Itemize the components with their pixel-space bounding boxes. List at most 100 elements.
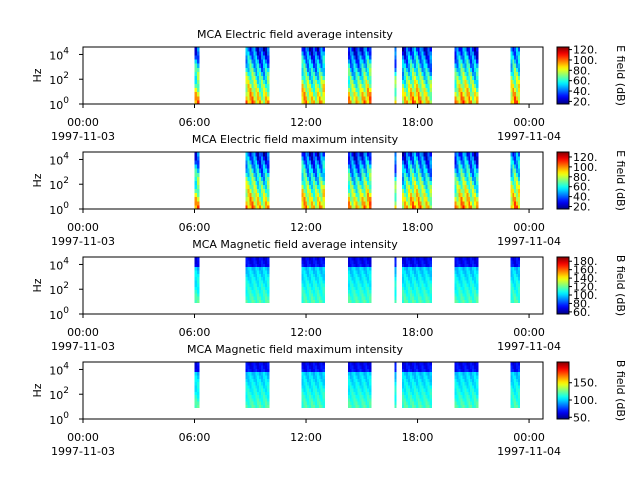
spectrogram-data: [194, 257, 521, 304]
x-tick-date: 1997-11-03: [51, 130, 115, 143]
colorbar-tick-label: 180.: [573, 255, 598, 268]
x-tick-label: 00:00: [67, 326, 99, 339]
colorbar-tick-label: 120.: [573, 44, 598, 57]
spectrogram-data: [194, 362, 521, 409]
data-segment: [454, 362, 479, 409]
colorbar-tick-label: 140.: [573, 272, 598, 285]
data-segment: [245, 47, 270, 104]
colorbar: 150. 100. 50. B field (dB): [556, 360, 627, 424]
colorbar: 180.160.140.120.100.80.60. B field (dB): [556, 255, 627, 319]
chart-title: MCA Electric field average intensity: [197, 28, 393, 41]
y-axis-label: Hz: [31, 278, 44, 292]
x-tick-label: 12:00: [290, 221, 322, 234]
colorbar-tick-label: 160.: [573, 264, 598, 277]
colorbar-label: B field (dB): [614, 255, 627, 316]
data-segment: [245, 362, 270, 409]
colorbar-tick-label: 120.: [573, 281, 598, 294]
data-segment: [394, 152, 397, 209]
data-segment: [402, 47, 432, 104]
chart-panel-1: MCA Electric field average intensity Hz 10…: [31, 28, 627, 143]
x-tick-label: 00:00: [67, 221, 99, 234]
plot-frame: [82, 46, 544, 105]
x-tick-date: 1997-11-03: [51, 445, 115, 458]
plot-frame: [82, 256, 544, 315]
colorbar-label: E field (dB): [614, 45, 627, 106]
colorbar-tick-label: 80.: [573, 171, 591, 184]
data-segment: [402, 152, 432, 209]
data-segment: [194, 47, 200, 104]
y-axis-label: Hz: [31, 383, 44, 397]
colorbar-tick-label: 40.: [573, 85, 591, 98]
chart-panel-3: MCA Magnetic field average intensity Hz 10…: [31, 238, 627, 353]
colorbar-gradient: [556, 361, 570, 420]
plot-frame: [82, 151, 544, 210]
colorbar-tick-label: 60.: [573, 75, 591, 88]
data-segment: [347, 152, 372, 209]
data-segment: [510, 152, 521, 209]
x-tick-label: 18:00: [402, 326, 434, 339]
x-tick-label: 18:00: [402, 431, 434, 444]
data-segment: [394, 47, 397, 104]
colorbar-tick-label: 40.: [573, 191, 591, 204]
x-tick-label: 00:00: [67, 431, 99, 444]
colorbar: 120.100.80.60.40.20. E field (dB): [556, 150, 627, 214]
plot-frame: [82, 361, 544, 420]
data-segment: [347, 47, 372, 104]
colorbar-gradient: [556, 256, 570, 315]
data-segment: [454, 257, 479, 304]
y-tick-label: 102: [49, 176, 69, 192]
x-tick-label: 18:00: [402, 116, 434, 129]
colorbar-tick-label: 60.: [573, 181, 591, 194]
data-segment: [301, 362, 326, 409]
data-segment: [510, 257, 521, 304]
data-segment: [194, 257, 200, 304]
x-tick-label: 06:00: [179, 116, 211, 129]
data-segment: [347, 362, 372, 409]
data-segment: [194, 152, 200, 209]
chart-title: MCA Electric field maximum intensity: [192, 133, 399, 146]
colorbar: 120.100.80.60.40.20. E field (dB): [556, 44, 627, 108]
colorbar-tick-label: 20.: [573, 201, 591, 214]
data-segment: [510, 47, 521, 104]
chart-panel-2: MCA Electric field maximum intensity Hz 10…: [31, 133, 627, 248]
colorbar-tick-label: 60.: [573, 306, 591, 319]
x-tick-label: 00:00: [67, 116, 99, 129]
y-tick-label: 104: [49, 151, 69, 167]
data-segment: [394, 362, 397, 409]
colorbar-tick-label: 50.: [573, 411, 591, 424]
x-tick-date: 1997-11-03: [51, 235, 115, 248]
colorbar-tick-label: 100.: [573, 394, 598, 407]
y-tick-label: 104: [49, 46, 69, 62]
x-tick-date: 1997-11-04: [497, 445, 561, 458]
colorbar-label: B field (dB): [614, 360, 627, 421]
y-tick-label: 102: [49, 386, 69, 402]
data-segment: [301, 47, 326, 104]
x-tick-label: 12:00: [290, 326, 322, 339]
y-tick-label: 104: [49, 361, 69, 377]
y-tick-label: 104: [49, 256, 69, 272]
data-segment: [510, 362, 521, 409]
chart-title: MCA Magnetic field maximum intensity: [187, 343, 403, 356]
data-segment: [245, 152, 270, 209]
x-tick-date: 1997-11-03: [51, 340, 115, 353]
chart-title: MCA Magnetic field average intensity: [192, 238, 398, 251]
colorbar-label: E field (dB): [614, 150, 627, 211]
y-axis-label: Hz: [31, 173, 44, 187]
colorbar-tick-label: 150.: [573, 377, 598, 390]
x-tick-label: 06:00: [179, 431, 211, 444]
x-tick-label: 00:00: [513, 221, 545, 234]
data-segment: [301, 152, 326, 209]
spectrogram-data: [194, 152, 521, 209]
x-tick-label: 00:00: [513, 116, 545, 129]
y-tick-label: 100: [49, 201, 69, 217]
x-tick-label: 06:00: [179, 326, 211, 339]
colorbar-gradient: [556, 46, 570, 105]
x-tick-label: 12:00: [290, 116, 322, 129]
data-segment: [402, 362, 432, 409]
x-tick-label: 12:00: [290, 431, 322, 444]
colorbar-tick-label: 80.: [573, 64, 591, 77]
x-tick-date: 1997-11-04: [497, 235, 561, 248]
y-tick-label: 100: [49, 306, 69, 322]
x-tick-label: 06:00: [179, 221, 211, 234]
